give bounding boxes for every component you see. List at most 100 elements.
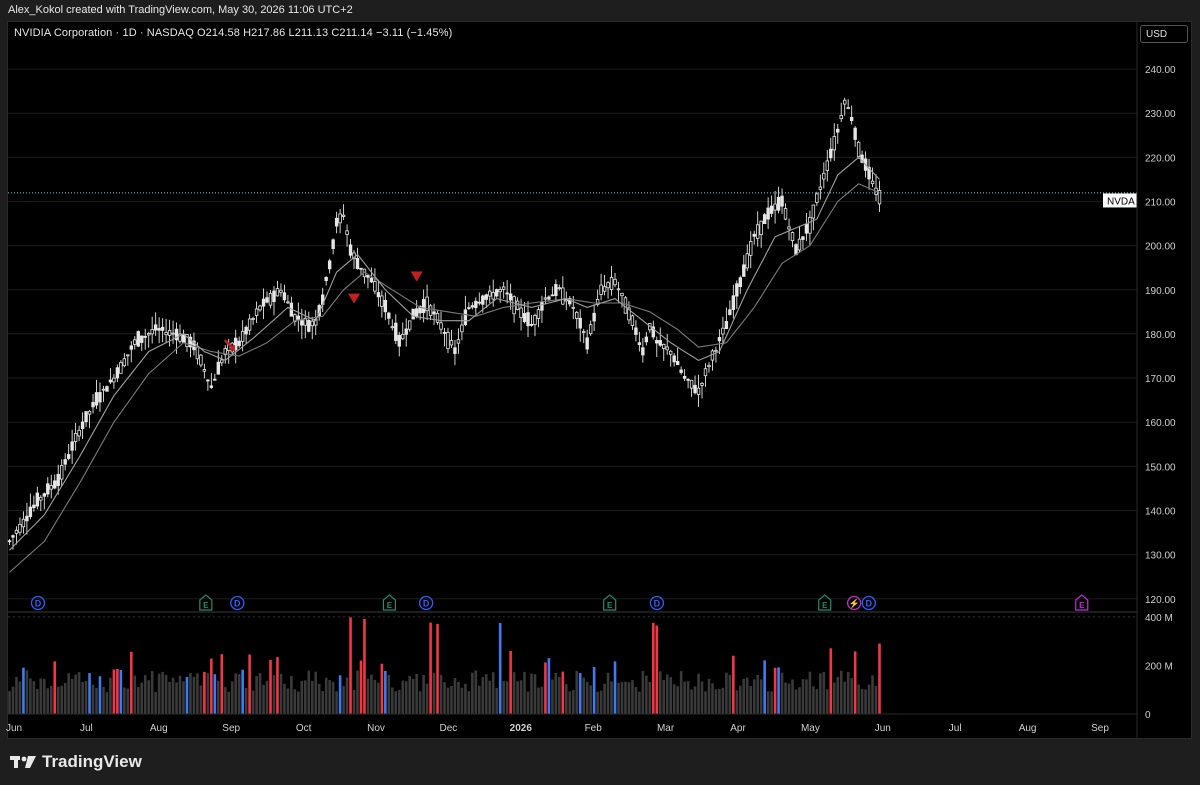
time-tick-label: Aug [150, 723, 168, 734]
volume-bar [819, 673, 822, 714]
candle-body [94, 392, 99, 406]
candle-body [547, 296, 551, 300]
candle [366, 274, 370, 289]
split-badge-label: ⚡ [849, 598, 860, 610]
candle-body [383, 300, 388, 313]
candle [783, 203, 788, 221]
candle [870, 167, 875, 188]
volume-bar [540, 686, 544, 714]
candle [696, 374, 701, 407]
candle-body [481, 295, 485, 305]
volume-bar [411, 678, 415, 714]
sell-triangle-marker [348, 293, 361, 304]
candle [759, 220, 763, 248]
volume-bar [304, 680, 307, 714]
volume-bar [850, 678, 853, 714]
candle [247, 314, 252, 335]
volume-bar [217, 680, 220, 714]
dividend-badge [230, 595, 245, 611]
volume-bar [648, 681, 652, 714]
candle-body [867, 166, 871, 180]
candle-body [856, 141, 861, 158]
volume-bar [185, 676, 189, 714]
volume-bar [554, 672, 558, 714]
volume-bar [140, 682, 144, 714]
candle-body [582, 331, 586, 333]
volume-bar [822, 671, 826, 714]
price-tick-label: 220.00 [1145, 153, 1176, 164]
dividend-badge-label: D [234, 599, 241, 609]
chart-panel[interactable] [7, 21, 1192, 739]
candle-body [331, 239, 335, 249]
volume-bar [471, 672, 474, 714]
candle [355, 247, 360, 270]
volume-bar [669, 677, 672, 714]
volume-bar [356, 670, 359, 714]
currency-button[interactable]: USD [1140, 25, 1188, 43]
candle-body [213, 378, 217, 381]
price-tick-label: 130.00 [1145, 551, 1176, 562]
candle [18, 517, 22, 536]
earnings-badge [382, 594, 397, 611]
earnings-badge [818, 594, 832, 611]
volume-bar [829, 648, 833, 714]
event-markers: D E D E D E D E ⚡ D E [30, 594, 1089, 611]
volume-bar [519, 680, 523, 714]
candle-body [843, 99, 847, 105]
candle [449, 329, 454, 348]
candle [77, 425, 81, 441]
candle [314, 309, 318, 336]
volume-bar [565, 684, 568, 714]
price-axis-bg [1137, 22, 1191, 738]
candle [568, 295, 572, 307]
candle [714, 346, 718, 363]
candle-body [724, 321, 729, 330]
candle [296, 302, 301, 332]
candle-body [588, 324, 593, 335]
candle [766, 197, 770, 229]
candle-body [233, 337, 238, 351]
candle [244, 325, 248, 344]
volume-bar [502, 680, 505, 714]
volume-bar [39, 678, 43, 714]
candle [421, 289, 426, 323]
candle-body [87, 410, 92, 415]
volume-bar [112, 669, 116, 714]
candle [310, 316, 314, 340]
candle-body [28, 506, 33, 518]
candle-body [675, 361, 680, 366]
volume-bar [234, 673, 237, 714]
candle [609, 265, 614, 296]
candle [108, 368, 113, 385]
price-tick-label: 160.00 [1145, 418, 1176, 429]
candle-body [745, 253, 749, 269]
signal-arrow-marker [223, 339, 235, 353]
candle [60, 459, 64, 487]
volume-bar [366, 678, 370, 714]
volume-bar [178, 675, 182, 714]
symbol-legend[interactable]: NVIDIA Corporation · 1D · NASDAQ O214.58… [14, 27, 453, 39]
candles [7, 97, 882, 550]
candle-body [126, 354, 130, 357]
candle [717, 329, 722, 355]
candle-body [376, 292, 381, 298]
candle-body [776, 196, 781, 211]
volume-bar [77, 672, 81, 714]
volume-bar [592, 666, 596, 714]
candle [832, 123, 836, 161]
volume-bar [331, 681, 335, 714]
candle-body [153, 324, 158, 331]
volume-bar [467, 691, 471, 714]
time-tick-label: May [801, 723, 820, 734]
earnings-badge-label: E [203, 601, 209, 610]
candle-body [474, 300, 478, 309]
candle-body [407, 320, 412, 330]
candle-body [804, 224, 809, 234]
volume-bar [36, 688, 39, 714]
volume-bar [32, 681, 36, 714]
volume-bar [404, 681, 408, 714]
volume-bar [780, 672, 784, 714]
candle [73, 422, 78, 451]
volume-bar [752, 679, 756, 714]
